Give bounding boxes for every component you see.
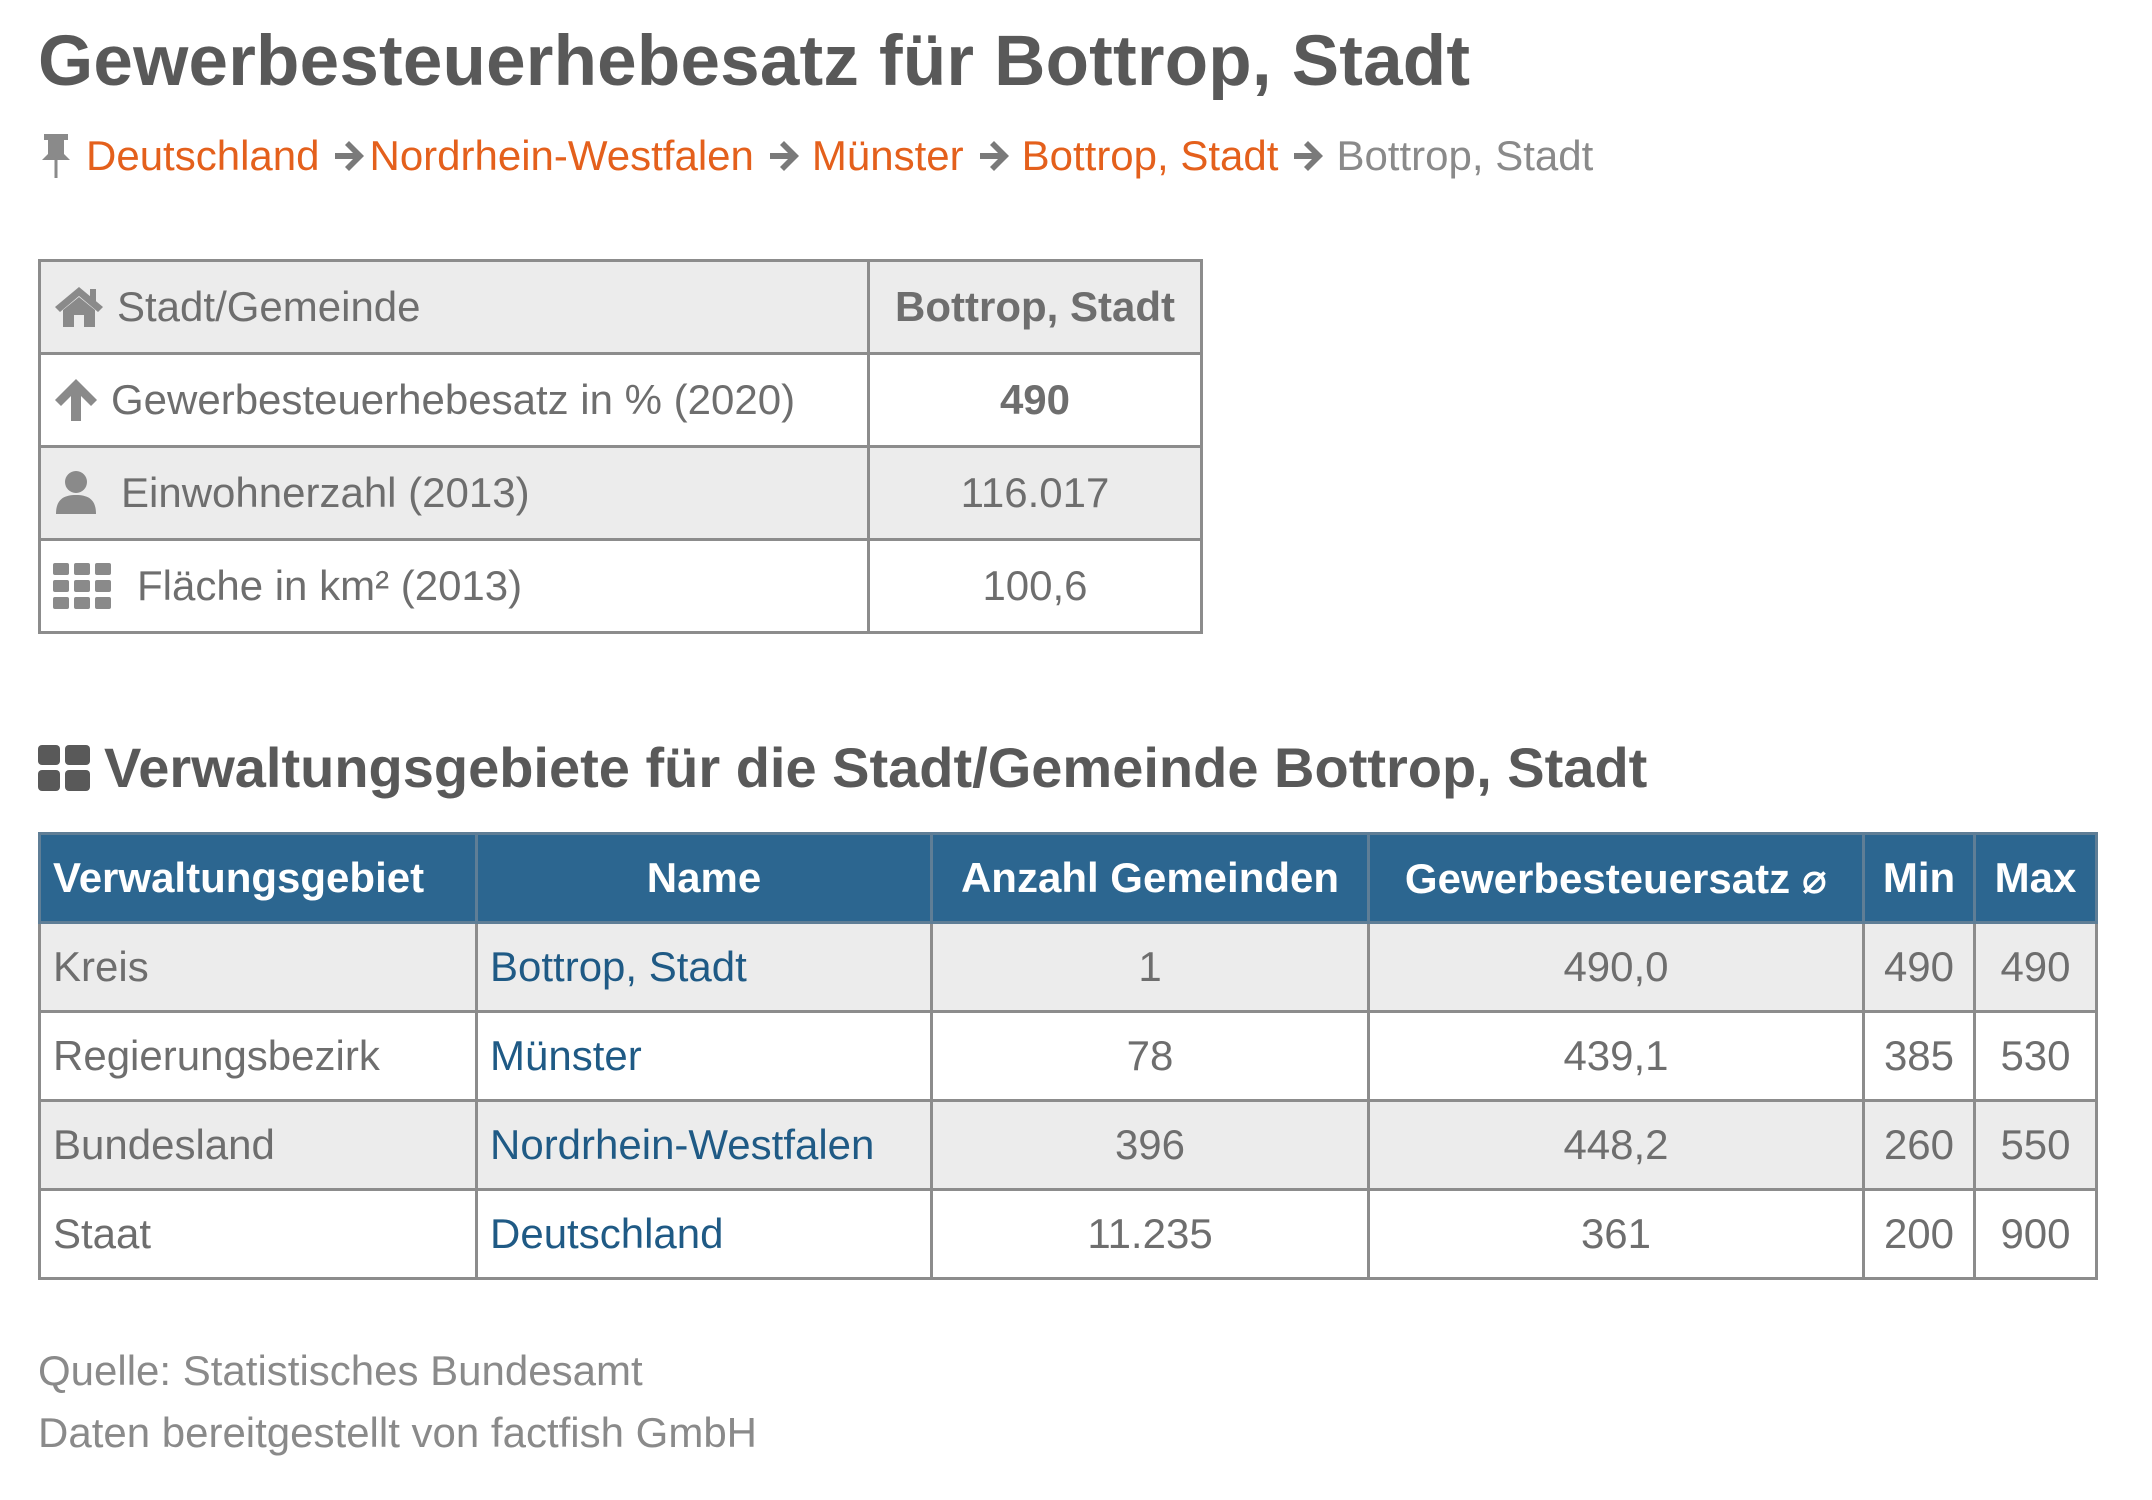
breadcrumb-link-bottrop[interactable]: Bottrop, Stadt <box>1021 132 1279 179</box>
info-label-cell: Fläche in km² (2013) <box>38 538 870 634</box>
cell-min: 200 <box>1862 1188 1976 1280</box>
info-label: Gewerbesteuerhebesatz in % (2020) <box>111 376 796 423</box>
col-header-min[interactable]: Min <box>1862 832 1976 924</box>
grid-icon <box>53 563 111 609</box>
col-header-verwaltungsgebiet[interactable]: Verwaltungsgebiet <box>38 832 478 924</box>
cell-type: Regierungsbezirk <box>38 1010 478 1102</box>
cell-min: 385 <box>1862 1010 1976 1102</box>
table-row: Kreis Bottrop, Stadt 1 490,0 490 490 <box>38 921 2098 1013</box>
info-header-row: Stadt/Gemeinde Bottrop, Stadt <box>38 259 1203 355</box>
info-value: 490 <box>867 352 1203 448</box>
cell-name: Deutschland <box>475 1188 933 1280</box>
info-header-label: Stadt/Gemeinde <box>117 283 421 330</box>
pushpin-icon <box>42 134 70 178</box>
arrow-right-icon <box>979 141 1009 171</box>
cell-min: 260 <box>1862 1099 1976 1191</box>
dashboard-icon <box>38 744 90 791</box>
home-icon <box>55 287 103 327</box>
provider-text: Daten bereitgestellt von factfish GmbH <box>38 1409 758 1456</box>
page: Gewerbesteuerhebesatz für Bottrop, Stadt… <box>38 0 2118 1456</box>
name-link[interactable]: Deutschland <box>490 1210 724 1257</box>
breadcrumb-link-deutschland[interactable]: Deutschland <box>86 132 320 179</box>
info-label-cell: Einwohnerzahl (2013) <box>38 445 870 541</box>
user-icon <box>56 471 96 514</box>
info-table: Stadt/Gemeinde Bottrop, Stadt Gewerbeste… <box>38 259 1203 634</box>
cell-max: 550 <box>1973 1099 2098 1191</box>
cell-count: 1 <box>930 921 1370 1013</box>
info-value: 100,6 <box>867 538 1203 634</box>
cell-name: Münster <box>475 1010 933 1102</box>
info-header-label-cell: Stadt/Gemeinde <box>38 259 870 355</box>
cell-max: 530 <box>1973 1010 2098 1102</box>
info-row: Fläche in km² (2013) 100,6 <box>38 538 1203 634</box>
col-header-anzahl-gemeinden[interactable]: Anzahl Gemeinden <box>930 832 1370 924</box>
cell-count: 396 <box>930 1099 1370 1191</box>
info-row: Einwohnerzahl (2013) 116.017 <box>38 445 1203 541</box>
name-link[interactable]: Bottrop, Stadt <box>490 943 747 990</box>
page-title: Gewerbesteuerhebesatz für Bottrop, Stadt <box>38 22 1471 101</box>
arrow-up-icon <box>55 379 97 421</box>
breadcrumb-link-nordrhein-westfalen[interactable]: Nordrhein-Westfalen <box>369 132 754 179</box>
arrow-right-icon <box>1294 141 1324 171</box>
cell-max: 900 <box>1973 1188 2098 1280</box>
cell-type: Staat <box>38 1188 478 1280</box>
cell-count: 78 <box>930 1010 1370 1102</box>
arrow-right-icon <box>769 141 799 171</box>
cell-avg: 448,2 <box>1367 1099 1865 1191</box>
admin-header-row: Verwaltungsgebiet Name Anzahl Gemeinden … <box>38 832 2098 924</box>
name-link[interactable]: Münster <box>490 1032 642 1079</box>
cell-max: 490 <box>1973 921 2098 1013</box>
info-header-value: Bottrop, Stadt <box>867 259 1203 355</box>
info-value: 116.017 <box>867 445 1203 541</box>
cell-avg: 490,0 <box>1367 921 1865 1013</box>
cell-min: 490 <box>1862 921 1976 1013</box>
section-heading: Verwaltungsgebiete für die Stadt/Gemeind… <box>38 735 1647 800</box>
cell-count: 11.235 <box>930 1188 1370 1280</box>
arrow-right-icon <box>335 141 365 171</box>
info-row: Gewerbesteuerhebesatz in % (2020) 490 <box>38 352 1203 448</box>
breadcrumb-current: Bottrop, Stadt <box>1336 132 1594 179</box>
info-label: Einwohnerzahl (2013) <box>121 469 530 516</box>
cell-name: Bottrop, Stadt <box>475 921 933 1013</box>
name-link[interactable]: Nordrhein-Westfalen <box>490 1121 875 1168</box>
cell-name: Nordrhein-Westfalen <box>475 1099 933 1191</box>
cell-avg: 361 <box>1367 1188 1865 1280</box>
section-heading-text: Verwaltungsgebiete für die Stadt/Gemeind… <box>104 736 1648 799</box>
source-note: Quelle: Statistisches Bundesamt Daten be… <box>38 1340 757 1464</box>
table-row: Regierungsbezirk Münster 78 439,1 385 53… <box>38 1010 2098 1102</box>
table-row: Bundesland Nordrhein-Westfalen 396 448,2… <box>38 1099 2098 1191</box>
info-label: Fläche in km² (2013) <box>137 562 523 609</box>
info-label-cell: Gewerbesteuerhebesatz in % (2020) <box>38 352 870 448</box>
cell-avg: 439,1 <box>1367 1010 1865 1102</box>
col-header-max[interactable]: Max <box>1973 832 2098 924</box>
cell-type: Bundesland <box>38 1099 478 1191</box>
breadcrumb-link-muenster[interactable]: Münster <box>811 132 964 179</box>
cell-type: Kreis <box>38 921 478 1013</box>
admin-areas-table: Verwaltungsgebiet Name Anzahl Gemeinden … <box>38 832 2098 1280</box>
source-text: Quelle: Statistisches Bundesamt <box>38 1347 643 1394</box>
col-header-gewerbesteuersatz[interactable]: Gewerbesteuersatz ⌀ <box>1367 832 1865 924</box>
breadcrumb: Deutschland Nordrhein-Westfalen Münster … <box>38 126 2118 186</box>
table-row: Staat Deutschland 11.235 361 200 900 <box>38 1188 2098 1280</box>
col-header-name[interactable]: Name <box>475 832 933 924</box>
